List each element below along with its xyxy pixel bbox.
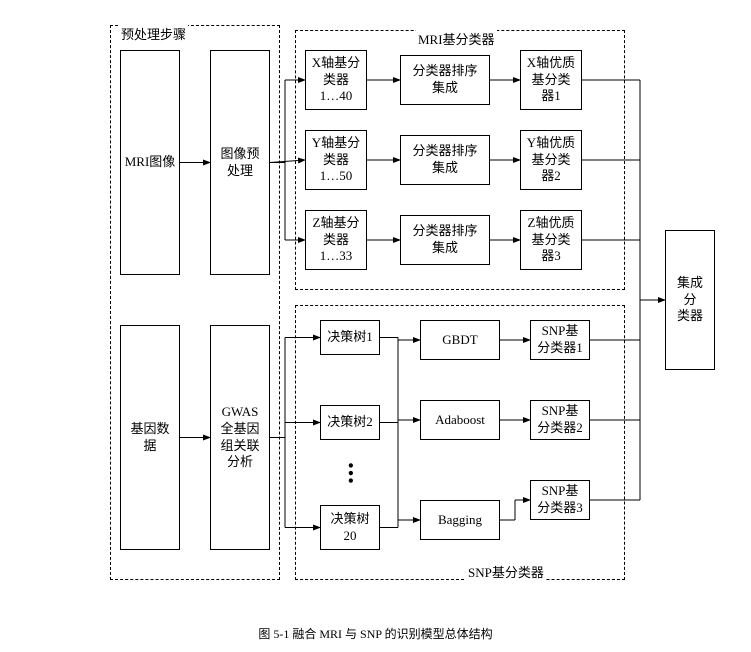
sort-x-node: 分类器排序 集成 bbox=[400, 55, 490, 105]
dt20-node: 决策树 20 bbox=[320, 505, 380, 550]
snp-label: SNP基分类器 bbox=[466, 562, 546, 581]
x-base-node: X轴基分 类器 1…40 bbox=[305, 50, 367, 110]
label: Z轴优质 基分类 器3 bbox=[528, 215, 575, 266]
label: 分类器排序 集成 bbox=[412, 143, 477, 177]
mri-label: MRI基分类器 bbox=[416, 29, 497, 48]
label: Y轴优质 基分类 器2 bbox=[527, 135, 575, 186]
label: Adaboost bbox=[435, 412, 485, 429]
image-preproc-node: 图像预 处理 bbox=[210, 50, 270, 275]
vdots-icon: ••• bbox=[340, 463, 358, 486]
figure-caption: 图 5-1 融合 MRI 与 SNP 的识别模型总体结构 bbox=[0, 625, 751, 642]
dt2-node: 决策树2 bbox=[320, 405, 380, 440]
gene-data-node: 基因数 据 bbox=[120, 325, 180, 550]
adaboost-node: Adaboost bbox=[420, 400, 500, 440]
label: 决策树2 bbox=[327, 414, 373, 431]
bagging-node: Bagging bbox=[420, 500, 500, 540]
ensemble-node: 集成 分 类器 bbox=[665, 230, 715, 370]
snp1-node: SNP基 分类器1 bbox=[530, 320, 590, 360]
mri-image-node: MRI图像 bbox=[120, 50, 180, 275]
gbdt-node: GBDT bbox=[420, 320, 500, 360]
label: 决策树 20 bbox=[330, 511, 369, 545]
snp2-node: SNP基 分类器2 bbox=[530, 400, 590, 440]
label: 分类器排序 集成 bbox=[412, 223, 477, 257]
sort-z-node: 分类器排序 集成 bbox=[400, 215, 490, 265]
label: SNP基 分类器3 bbox=[537, 483, 583, 517]
label: X轴优质 基分类 器1 bbox=[527, 55, 575, 106]
label: 分类器排序 集成 bbox=[412, 63, 477, 97]
label: GWAS 全基因 组关联 分析 bbox=[220, 404, 259, 472]
label: X轴基分 类器 1…40 bbox=[312, 55, 360, 106]
label: 决策树1 bbox=[327, 329, 373, 346]
x-opt-node: X轴优质 基分类 器1 bbox=[520, 50, 582, 110]
label: Y轴基分 类器 1…50 bbox=[312, 135, 360, 186]
label: SNP基 分类器1 bbox=[537, 323, 583, 357]
preproc-label: 预处理步骤 bbox=[119, 24, 188, 43]
y-base-node: Y轴基分 类器 1…50 bbox=[305, 130, 367, 190]
dt1-node: 决策树1 bbox=[320, 320, 380, 355]
y-opt-node: Y轴优质 基分类 器2 bbox=[520, 130, 582, 190]
z-opt-node: Z轴优质 基分类 器3 bbox=[520, 210, 582, 270]
label: GBDT bbox=[442, 332, 477, 349]
gwas-node: GWAS 全基因 组关联 分析 bbox=[210, 325, 270, 550]
snp3-node: SNP基 分类器3 bbox=[530, 480, 590, 520]
label: SNP基 分类器2 bbox=[537, 403, 583, 437]
label: Bagging bbox=[438, 512, 482, 529]
label: 图像预 处理 bbox=[220, 146, 259, 180]
label: 基因数 据 bbox=[130, 421, 169, 455]
label: Z轴基分 类器 1…33 bbox=[313, 215, 360, 266]
label: 集成 分 类器 bbox=[677, 275, 703, 326]
z-base-node: Z轴基分 类器 1…33 bbox=[305, 210, 367, 270]
sort-y-node: 分类器排序 集成 bbox=[400, 135, 490, 185]
label: MRI图像 bbox=[125, 154, 176, 171]
